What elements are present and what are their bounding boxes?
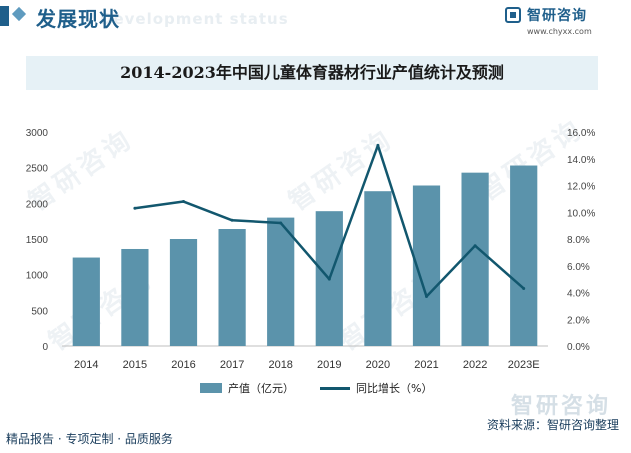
brand-icon [505, 7, 521, 23]
y-right-tick-label: 12.0% [567, 182, 595, 193]
x-tick-label: 2020 [366, 359, 390, 371]
legend-swatch-line [320, 387, 350, 390]
x-tick-label: 2016 [171, 359, 195, 371]
x-tick-label: 2014 [74, 359, 98, 371]
y-left-tick-label: 3000 [26, 128, 49, 139]
x-tick-label: 2021 [414, 359, 438, 371]
x-tick-label: 2019 [317, 359, 341, 371]
x-tick-label: 2018 [268, 359, 292, 371]
header-accent-bar [0, 6, 9, 26]
bar-2022 [461, 172, 489, 346]
y-right-tick-label: 6.0% [567, 262, 590, 273]
y-left-tick-label: 0 [42, 342, 48, 353]
bar-2018 [267, 217, 295, 346]
y-right-tick-label: 8.0% [567, 235, 590, 246]
x-tick-label: 2017 [220, 359, 244, 371]
bar-2017 [218, 229, 246, 346]
growth-point-2020 [376, 143, 380, 147]
y-left-tick-label: 1000 [26, 271, 49, 282]
bar-2015 [121, 248, 149, 346]
bar-2023E [510, 165, 538, 346]
footer-tagline: 精品报告 · 专项定制 · 品质服务 [6, 432, 173, 446]
bar-2016 [169, 239, 198, 346]
y-right-tick-label: 14.0% [567, 155, 595, 166]
y-left-tick-label: 500 [31, 306, 48, 317]
brand-name: 智研咨询 [527, 8, 587, 24]
brand-logo: 智研咨询 www.chyxx.com [501, 5, 611, 41]
header-ghost-text: Development status [100, 10, 289, 28]
legend-label-line: 同比增长（%） [356, 382, 433, 395]
x-tick-label: 2023E [508, 359, 540, 371]
bar-2020 [364, 191, 392, 346]
watermark-brand: 智研咨询 [510, 394, 611, 419]
y-right-tick-label: 0.0% [567, 342, 590, 353]
growth-point-2019 [327, 277, 331, 281]
y-left-tick-label: 2500 [26, 164, 49, 175]
growth-point-2017 [230, 218, 234, 222]
growth-point-2018 [279, 221, 283, 225]
growth-point-2021 [425, 295, 428, 299]
growth-point-2015 [133, 206, 137, 210]
brand-url: www.chyxx.com [527, 27, 592, 36]
y-right-tick-label: 4.0% [567, 289, 590, 300]
legend-swatch-bar [200, 383, 222, 393]
y-left-tick-label: 2000 [26, 199, 49, 210]
page-title: 发展现状 [36, 7, 120, 31]
y-right-tick-label: 16.0% [567, 128, 595, 139]
x-tick-label: 2015 [123, 359, 147, 371]
chart-title-band [26, 56, 598, 90]
x-tick-label: 2022 [463, 359, 487, 371]
growth-point-2016 [182, 200, 185, 204]
chart-title: 2014-2023年中国儿童体育器材行业产值统计及预测 [120, 63, 504, 82]
y-left-tick-label: 1500 [26, 235, 49, 246]
page-header: Development status 发展现状 智研咨询 www.chyxx.c… [0, 0, 631, 40]
y-right-tick-label: 10.0% [567, 208, 595, 219]
bar-2014 [72, 257, 100, 346]
footer-source: 资料来源：智研咨询整理 [486, 418, 619, 432]
growth-point-2023E [522, 286, 526, 290]
growth-point-2022 [473, 244, 477, 248]
y-right-tick-label: 2.0% [567, 315, 590, 326]
legend-label-bar: 产值（亿元） [228, 382, 294, 395]
